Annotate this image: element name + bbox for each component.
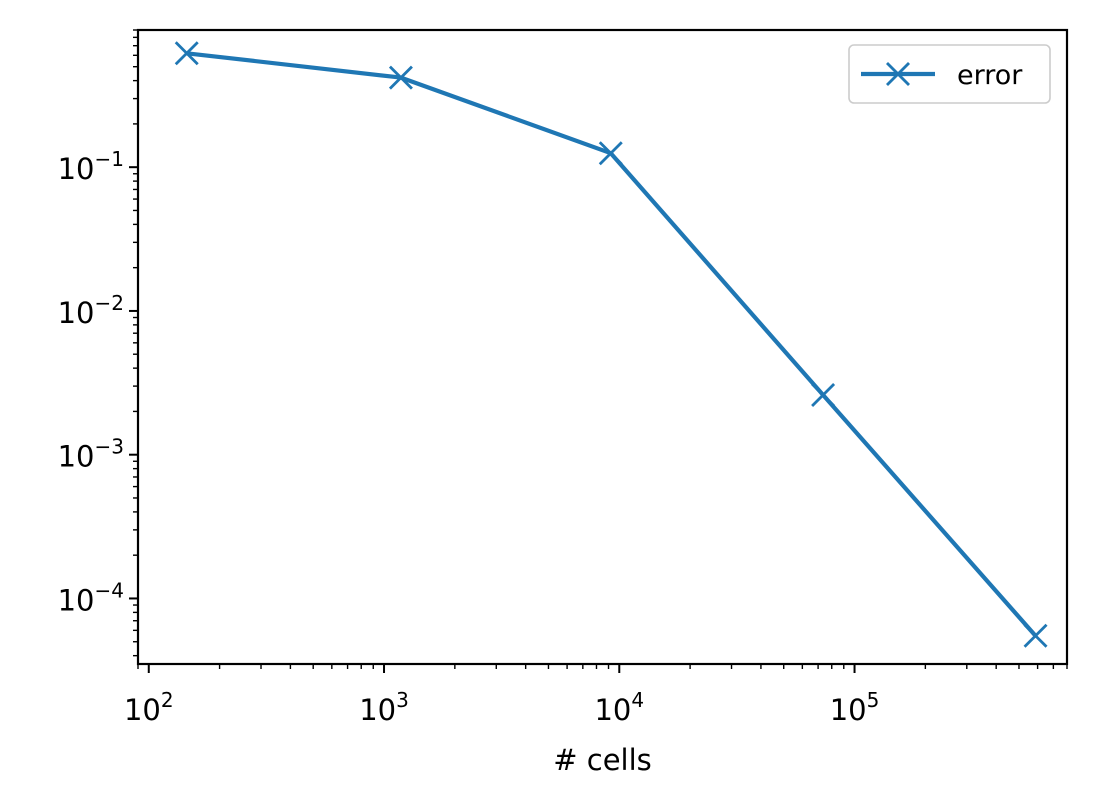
y-tick-label: 10−4	[58, 578, 124, 617]
x-tick-label: 104	[594, 688, 644, 727]
legend-box	[848, 44, 1051, 104]
data-point-marker	[598, 141, 623, 166]
series-line-error	[186, 51, 1038, 638]
data-point-marker	[388, 65, 413, 90]
legend-entry-label: error	[957, 60, 1023, 91]
y-tick-label: 10−1	[58, 147, 124, 186]
legend: error	[848, 44, 1051, 104]
y-tick-label: 10−3	[58, 435, 124, 474]
x-tick-label: 103	[359, 688, 409, 727]
x-axis-label: # cells	[553, 743, 652, 777]
data-point-marker	[811, 383, 836, 408]
y-axis-ticks: 10−1 10−2 10−3 10−4	[58, 147, 138, 617]
plot-frame	[136, 28, 1069, 666]
x-tick-label: 105	[830, 688, 880, 727]
series-layer	[174, 41, 1048, 648]
x-axis-ticks: 102 103 104 105	[124, 664, 879, 727]
data-point-marker	[174, 41, 199, 66]
legend-x-marker	[886, 62, 910, 86]
data-point-marker	[1023, 623, 1048, 648]
y-tick-label: 10−2	[58, 291, 124, 330]
x-tick-label: 102	[124, 688, 174, 727]
